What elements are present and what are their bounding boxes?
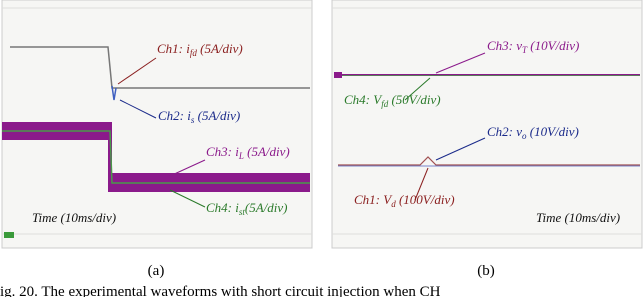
figure-caption: ig. 20. The experimental waveforms with …: [0, 284, 441, 297]
channel-label: Ch3: vT (10V/div): [487, 38, 579, 55]
channel-label: Ch4: ist(5A/div): [206, 200, 287, 217]
figure: Ch1: ifd (5A/div) Ch2: is (5A/div) Ch3: iL…: [0, 0, 644, 297]
label-text: (5A/div): [245, 200, 288, 215]
label-text: (50V/div): [388, 92, 440, 107]
time-scale: Time (10ms/div): [536, 210, 620, 225]
label-text: Ch1: i: [157, 41, 190, 56]
label-text: (5A/div): [194, 108, 240, 123]
label-text: (5A/div): [244, 144, 290, 159]
label-text: Ch2: i: [158, 108, 191, 123]
channel-label: Ch1: ifd (5A/div): [157, 41, 243, 58]
label-text: (10V/div): [527, 124, 579, 139]
time-scale: Time (10ms/div): [32, 210, 116, 225]
label-text: Ch2: v: [487, 124, 522, 139]
channel-label: Ch4: Vfd (50V/div): [344, 92, 441, 109]
panel-caption: (b): [477, 263, 495, 279]
label-text: Ch3: i: [206, 144, 239, 159]
label-text: (5A/div): [197, 41, 243, 56]
label-text: Ch1: V: [354, 192, 393, 207]
label-text: Ch3: v: [487, 38, 522, 53]
channel-label: Ch2: is (5A/div): [158, 108, 240, 125]
panel-caption: (a): [148, 263, 165, 279]
label-text: Ch4: V: [344, 92, 383, 107]
channel-label: Ch1: Vd (100V/div): [354, 192, 455, 209]
label-text: (100V/div): [396, 192, 455, 207]
channel-label: Ch2: vo (10V/div): [487, 124, 579, 141]
label-text: (10V/div): [527, 38, 579, 53]
label-text: Ch4: i: [206, 200, 239, 215]
channel-label: Ch3: iL (5A/div): [206, 144, 290, 161]
